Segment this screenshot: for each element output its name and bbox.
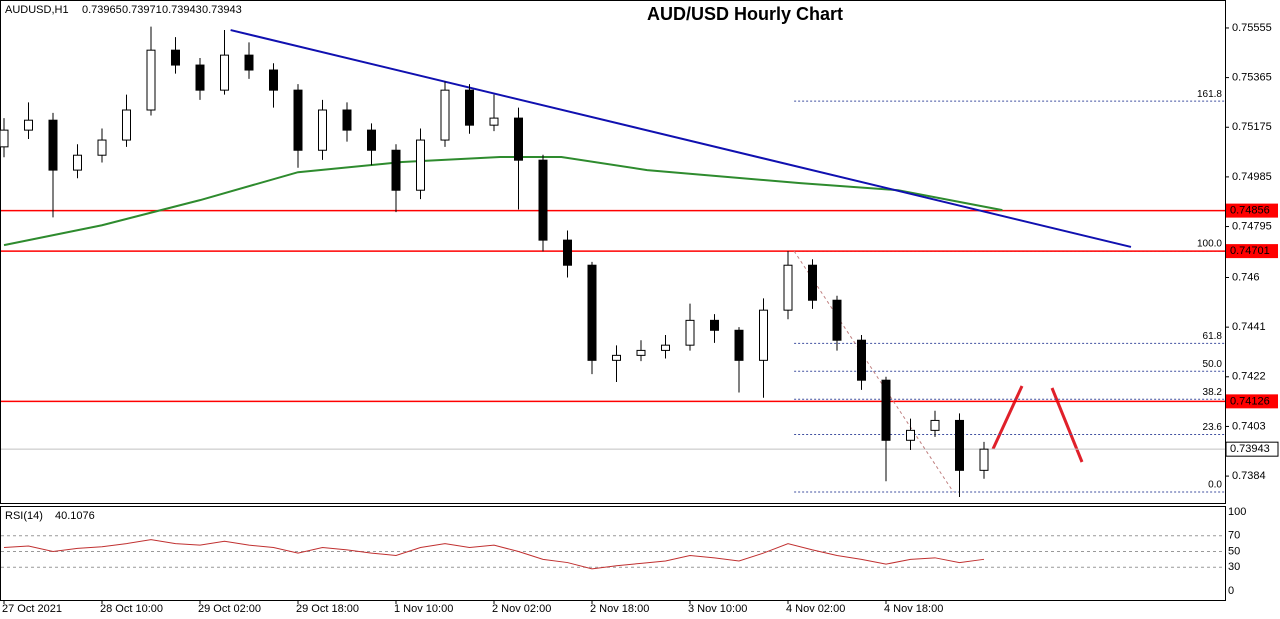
overlay-line [230,29,1132,248]
quote-close: 0.73943 [202,4,242,16]
candle-body [783,264,793,311]
y-tick-label: 0.74795 [1232,220,1272,232]
level-label: 0.74126 [1230,395,1270,407]
candle-body [318,109,327,151]
candle-body [563,239,572,266]
fib-label: 0.0 [1208,480,1222,491]
candle-body [612,354,621,361]
candle-body [661,344,670,351]
rsi-tick-label: 50 [1228,545,1240,557]
candle-body [710,319,719,331]
candle-body [48,119,58,171]
y-tick-label: 0.74985 [1232,171,1272,183]
y-tick-label: 0.7422 [1232,371,1266,383]
overlay-line [3,156,1003,247]
y-tick-label: 0.7403 [1232,420,1266,432]
candle-body [930,419,940,431]
candle-body [244,54,254,71]
candle-body [342,109,352,131]
x-tick-label: 4 Nov 18:00 [884,603,943,615]
quote-high: 0.73971 [122,4,162,16]
candle-body [293,89,303,151]
level-box [1226,203,1278,218]
candle-body [979,448,989,471]
quote-open: 0.73965 [82,4,122,16]
x-tick-label: 1 Nov 10:00 [394,603,453,615]
candle-body [465,89,474,126]
candle-body [367,129,376,151]
candle-body [97,139,107,156]
candle-body [906,429,915,441]
fib-label: 100.0 [1197,239,1222,250]
rsi-tick-label: 0 [1228,585,1234,597]
candle-body [416,139,425,191]
level-box [1226,394,1278,409]
x-tick-label: 28 Oct 10:00 [100,603,163,615]
level-box [1226,244,1278,259]
candle-body [538,159,548,241]
level-label: 0.73943 [1230,443,1270,455]
x-tick-label: 27 Oct 2021 [2,603,62,615]
level-box [1225,441,1279,457]
candle-body [220,54,229,91]
candle-body [171,49,180,66]
candle-body [73,154,82,171]
level-label: 0.74701 [1230,245,1270,257]
rsi-title: RSI(14) [5,510,43,522]
candle-body [734,329,744,361]
candle-body [514,117,523,161]
x-tick-label: 3 Nov 10:00 [688,603,747,615]
candle-body [636,349,646,356]
candle-body [759,309,768,361]
candle-body [881,379,891,441]
candle-body [955,419,964,471]
candle-body [832,299,842,341]
candle-body [685,319,695,346]
candle-body [489,117,499,126]
x-tick-label: 2 Nov 02:00 [492,603,551,615]
fib-label: 50.0 [1203,359,1223,370]
candle-body [808,264,817,301]
candle-body [24,119,33,131]
fib-label: 38.2 [1203,387,1223,398]
candle-body [440,89,450,141]
rsi-value: 40.1076 [55,510,95,522]
rsi-line [3,539,985,570]
overlay-line [793,250,954,493]
candle-body [269,69,278,91]
level-label: 0.74856 [1230,205,1270,217]
rsi-tick-label: 100 [1228,506,1246,518]
price-panel [0,0,1226,504]
y-tick-label: 0.75555 [1232,22,1272,34]
y-tick-label: 0.75175 [1232,121,1272,133]
x-tick-label: 4 Nov 02:00 [786,603,845,615]
annotation-arrow [991,385,1024,450]
candle-body [0,129,9,148]
chart-title: AUD/USD Hourly Chart [647,4,843,24]
x-tick-label: 29 Oct 18:00 [296,603,359,615]
candle-body [122,109,131,141]
rsi-tick-label: 70 [1228,530,1240,542]
fib-label: 61.8 [1203,331,1223,342]
rsi-tick-label: 30 [1228,561,1240,573]
y-tick-label: 0.75365 [1232,72,1272,84]
candle-body [857,339,866,381]
rsi-panel [0,506,1226,601]
quote-low: 0.73943 [162,4,202,16]
x-tick-label: 2 Nov 18:00 [590,603,649,615]
candle-body [146,49,156,111]
fib-label: 161.8 [1197,89,1222,100]
fib-label: 23.6 [1203,422,1223,433]
candle-body [195,64,205,91]
symbol: AUDUSD,H1 [5,4,69,16]
candle-body [587,264,597,361]
y-tick-label: 0.7384 [1232,470,1266,482]
candle-body [391,149,401,191]
y-tick-label: 0.746 [1232,271,1260,283]
y-tick-label: 0.7441 [1232,321,1266,333]
x-tick-label: 29 Oct 02:00 [198,603,261,615]
